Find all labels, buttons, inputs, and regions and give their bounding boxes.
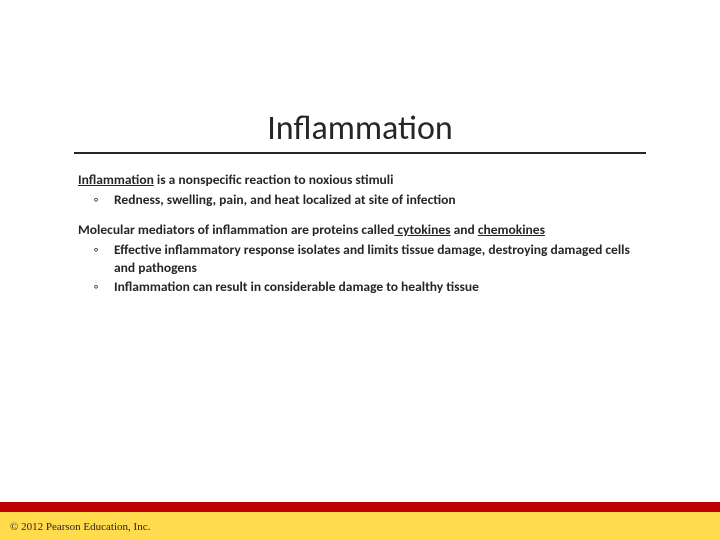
bullet-3-text: Inflammation can result in considerable … xyxy=(114,278,650,296)
bullet-marker: ◦ xyxy=(78,191,114,209)
copyright-text: © 2012 Pearson Education, Inc. xyxy=(10,521,150,533)
slide: Inflammation Inflammation is a nonspecif… xyxy=(0,0,720,540)
bullet-marker: ◦ xyxy=(78,241,114,276)
bullet-1-text: Redness, swelling, pain, and heat locali… xyxy=(114,191,650,209)
title-underline xyxy=(74,152,646,154)
bullet-marker: ◦ xyxy=(78,278,114,296)
para2-u2: chemokines xyxy=(478,221,545,238)
paragraph-1: Inflammation is a nonspecific reaction t… xyxy=(78,172,650,189)
bullet-row-3: ◦ Inflammation can result in considerabl… xyxy=(78,278,650,296)
slide-content: Inflammation is a nonspecific reaction t… xyxy=(78,172,650,310)
bullet-2-text: Effective inflammatory response isolates… xyxy=(114,241,650,276)
paragraph-2: Molecular mediators of inflammation are … xyxy=(78,222,650,239)
para2-pre: Molecular mediators of inflammation are … xyxy=(78,221,394,238)
bullet-row-2: ◦ Effective inflammatory response isolat… xyxy=(78,241,650,276)
bullet-row-1: ◦ Redness, swelling, pain, and heat loca… xyxy=(78,191,650,209)
footer-red-bar xyxy=(0,502,720,512)
slide-title: Inflammation xyxy=(0,108,720,149)
para1-rest: is a nonspecific reaction to noxious sti… xyxy=(154,171,394,188)
para1-underlined: Inflammation xyxy=(78,171,154,188)
para2-u1: cytokines xyxy=(394,221,450,238)
para2-mid: and xyxy=(451,221,478,238)
